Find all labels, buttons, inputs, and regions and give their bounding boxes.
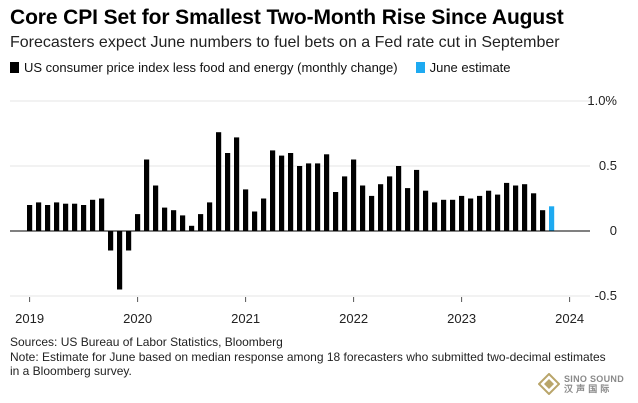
y-tick-label: 1.0% [587,93,617,108]
data-bar [288,153,294,231]
data-bar [117,231,123,290]
data-bar [396,166,402,231]
data-bar [72,203,78,231]
data-bar [477,195,483,231]
chart-subtitle: Forecasters expect June numbers to fuel … [10,34,560,51]
data-bar [513,185,519,231]
data-bar [63,203,69,231]
legend-label-estimate: June estimate [429,60,511,75]
watermark-logo-text: SINO SOUND [564,374,625,384]
data-bar [135,214,141,231]
data-bar [387,176,393,231]
data-bar [45,205,51,231]
watermark-logo-icon [538,373,560,395]
data-bar [261,198,267,231]
legend-label-series: US consumer price index less food and en… [24,60,398,75]
watermark-text: SINO SOUND 汉 声 国 际 [564,374,624,394]
data-bar [279,155,285,231]
data-bar [54,202,60,231]
source-text: Sources: US Bureau of Labor Statistics, … [10,335,283,349]
x-tick-label: 2024 [555,311,584,326]
data-bar [450,199,456,231]
data-bar [306,163,312,231]
data-bar [180,215,186,231]
data-bar [198,214,204,231]
x-tick-label: 2019 [15,311,44,326]
legend-swatch-estimate [415,62,425,73]
data-bar [315,163,321,231]
legend-item-estimate: June estimate [415,60,511,75]
chart-footer: Sources: US Bureau of Labor Statistics, … [10,335,610,379]
data-bar [351,159,357,231]
x-tick-label: 2023 [447,311,476,326]
data-bar [504,182,510,231]
data-bar [99,198,105,231]
data-bar [36,202,42,231]
data-bar [189,225,195,231]
data-bar [522,184,528,231]
x-tick-label: 2020 [123,311,152,326]
data-bar [486,190,492,231]
legend-swatch-series [10,62,19,73]
data-bar [333,192,339,231]
note-text: Note: Estimate for June based on median … [10,349,606,379]
data-bar [153,185,159,231]
estimate-bar [549,206,555,231]
data-bar [162,207,168,231]
data-bar [378,184,384,231]
data-bar [207,202,213,231]
data-bar [441,199,447,231]
data-bar [225,153,231,231]
x-tick-label: 2021 [231,311,260,326]
data-bar [171,210,177,231]
y-tick-label: 0 [610,223,617,238]
data-bar [324,154,330,231]
data-bar [27,205,33,231]
y-tick-label: 0.5 [599,158,617,173]
chart-title: Core CPI Set for Smallest Two-Month Rise… [10,6,564,29]
data-bar [108,231,114,251]
data-bar [342,176,348,231]
data-bar [423,190,429,231]
data-bar [360,185,366,231]
data-bar [540,210,546,231]
data-bar [432,202,438,231]
data-bar [414,169,420,231]
data-bar [468,198,474,231]
data-bar [234,137,240,231]
data-bar [297,166,303,231]
data-bar [126,231,132,251]
data-bar [81,205,87,231]
data-bar [144,159,150,231]
data-bar [531,193,537,231]
data-bar [459,195,465,231]
watermark-sub-text: 汉 声 国 际 [564,384,610,394]
data-bar [495,194,501,231]
data-bar [216,132,222,231]
legend-item-series: US consumer price index less food and en… [10,60,398,75]
data-bar [369,195,375,231]
x-tick-label: 2022 [339,311,368,326]
data-bar [405,188,411,231]
data-bar [270,150,276,231]
data-bar [90,199,96,231]
watermark: SINO SOUND 汉 声 国 际 [538,370,632,398]
data-bar [243,189,249,231]
chart-legend: US consumer price index less food and en… [10,60,529,75]
y-tick-label: -0.5 [595,288,617,303]
data-bar [252,211,258,231]
